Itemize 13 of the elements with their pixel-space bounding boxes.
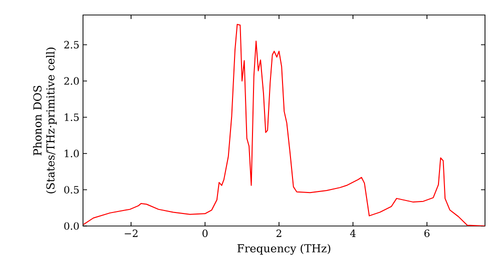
y-tick-label: 1.0 bbox=[64, 150, 79, 158]
y-tick-label: 1.5 bbox=[64, 113, 79, 122]
x-tick-label: 2 bbox=[276, 230, 282, 237]
x-tick-label: −2 bbox=[124, 230, 138, 237]
y-tick-label: 0.5 bbox=[64, 186, 79, 194]
y-tick-label: 0.0 bbox=[64, 222, 79, 230]
y-axis-title: Phonon DOS (States/THz·primitive cell) bbox=[33, 48, 57, 194]
y-tick-label: 2.0 bbox=[64, 77, 79, 85]
x-tick-label: 0 bbox=[202, 230, 208, 238]
x-axis-title: Frequency (THz) bbox=[237, 244, 330, 255]
x-tick-label: 4 bbox=[350, 230, 356, 237]
x-tick-label: 6 bbox=[424, 230, 430, 238]
y-tick-label: 2.5 bbox=[64, 40, 79, 48]
